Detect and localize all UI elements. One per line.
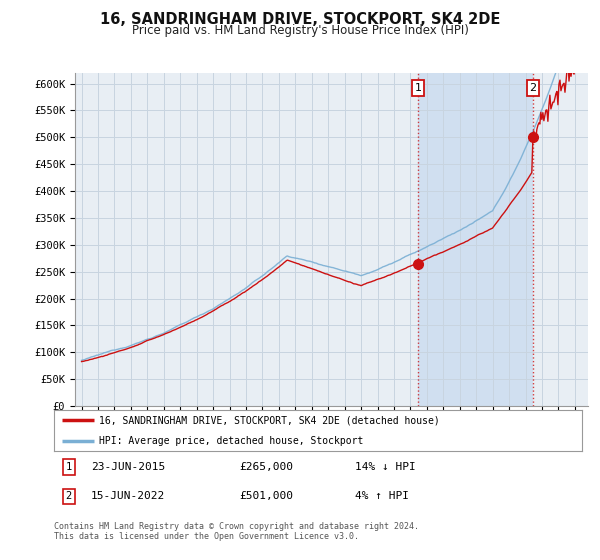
Text: 2: 2: [529, 83, 536, 93]
Text: 1: 1: [415, 83, 422, 93]
Text: Contains HM Land Registry data © Crown copyright and database right 2024.
This d: Contains HM Land Registry data © Crown c…: [54, 522, 419, 542]
Text: £501,000: £501,000: [239, 491, 293, 501]
Text: 15-JUN-2022: 15-JUN-2022: [91, 491, 165, 501]
Text: £265,000: £265,000: [239, 462, 293, 472]
Text: 4% ↑ HPI: 4% ↑ HPI: [355, 491, 409, 501]
Text: 14% ↓ HPI: 14% ↓ HPI: [355, 462, 416, 472]
Text: 16, SANDRINGHAM DRIVE, STOCKPORT, SK4 2DE (detached house): 16, SANDRINGHAM DRIVE, STOCKPORT, SK4 2D…: [99, 415, 440, 425]
Text: 16, SANDRINGHAM DRIVE, STOCKPORT, SK4 2DE: 16, SANDRINGHAM DRIVE, STOCKPORT, SK4 2D…: [100, 12, 500, 27]
Bar: [418, 73, 533, 406]
Text: HPI: Average price, detached house, Stockport: HPI: Average price, detached house, Stoc…: [99, 436, 363, 446]
Text: 1: 1: [65, 462, 72, 472]
Text: 2: 2: [65, 491, 72, 501]
Text: 23-JUN-2015: 23-JUN-2015: [91, 462, 165, 472]
Text: Price paid vs. HM Land Registry's House Price Index (HPI): Price paid vs. HM Land Registry's House …: [131, 24, 469, 37]
